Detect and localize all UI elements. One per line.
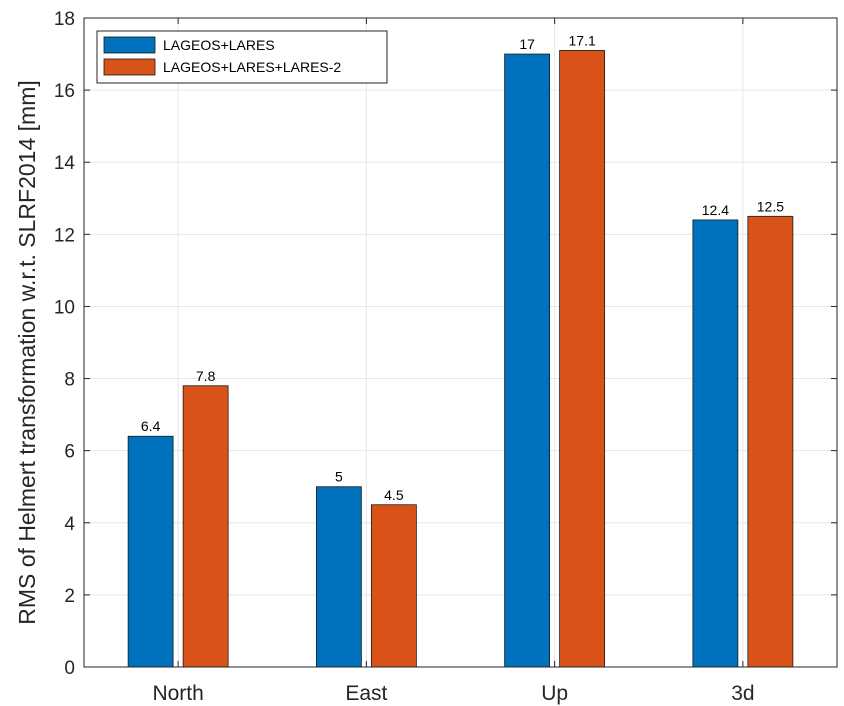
axes-box bbox=[83, 17, 838, 668]
x-tick-label: East bbox=[345, 682, 387, 705]
y-tick-label: 2 bbox=[64, 586, 75, 607]
data-label: 12.5 bbox=[757, 198, 784, 214]
bar-east-series-1 bbox=[315, 486, 362, 668]
bars bbox=[127, 50, 794, 668]
bar-3d-series-2 bbox=[747, 215, 794, 668]
data-label: 7.8 bbox=[196, 368, 216, 384]
data-labels: 6.4 7.8 5 4.5 17 17.1 12.4 12.5 bbox=[141, 32, 784, 502]
data-label: 17 bbox=[519, 36, 535, 52]
bar-east-series-2 bbox=[370, 504, 417, 668]
data-label: 17.1 bbox=[569, 32, 596, 48]
x-tick-label: 3d bbox=[731, 682, 754, 705]
legend-swatch-series-2 bbox=[103, 58, 156, 76]
bar-north-series-2 bbox=[182, 385, 229, 668]
data-label: 4.5 bbox=[384, 487, 404, 503]
y-tick-label: 16 bbox=[54, 81, 75, 102]
y-tick-label: 14 bbox=[54, 153, 76, 174]
bar-3d-series-1 bbox=[692, 219, 739, 668]
y-tick-label: 0 bbox=[64, 658, 75, 679]
bar-up-series-2 bbox=[559, 50, 606, 668]
y-axis-label: RMS of Helmert transformation w.r.t. SLR… bbox=[14, 80, 40, 625]
y-tick-label: 6 bbox=[64, 442, 75, 463]
legend-swatch-series-1 bbox=[103, 36, 156, 54]
y-tick-label: 4 bbox=[64, 514, 75, 535]
y-tick-label: 18 bbox=[54, 9, 75, 30]
data-label: 12.4 bbox=[702, 202, 729, 218]
bar-north-series-1 bbox=[127, 435, 174, 668]
legend-entry-series-2: LAGEOS+LARES+LARES-2 bbox=[163, 59, 341, 75]
x-axis-ticks: North East Up 3d bbox=[152, 18, 755, 705]
grid-lines bbox=[84, 17, 837, 668]
legend-entry-series-1: LAGEOS+LARES bbox=[163, 37, 275, 53]
y-tick-label: 8 bbox=[64, 370, 75, 391]
x-tick-label: North bbox=[152, 682, 203, 705]
data-label: 5 bbox=[335, 469, 343, 485]
y-tick-label: 12 bbox=[54, 225, 75, 246]
y-axis-ticks: 0 2 4 6 8 10 12 14 16 18 bbox=[54, 9, 837, 679]
x-tick-label: Up bbox=[541, 682, 568, 705]
bar-up-series-1 bbox=[504, 53, 551, 668]
y-tick-label: 10 bbox=[54, 297, 75, 318]
data-label: 6.4 bbox=[141, 418, 161, 434]
legend: LAGEOS+LARES LAGEOS+LARES+LARES-2 bbox=[96, 30, 388, 84]
